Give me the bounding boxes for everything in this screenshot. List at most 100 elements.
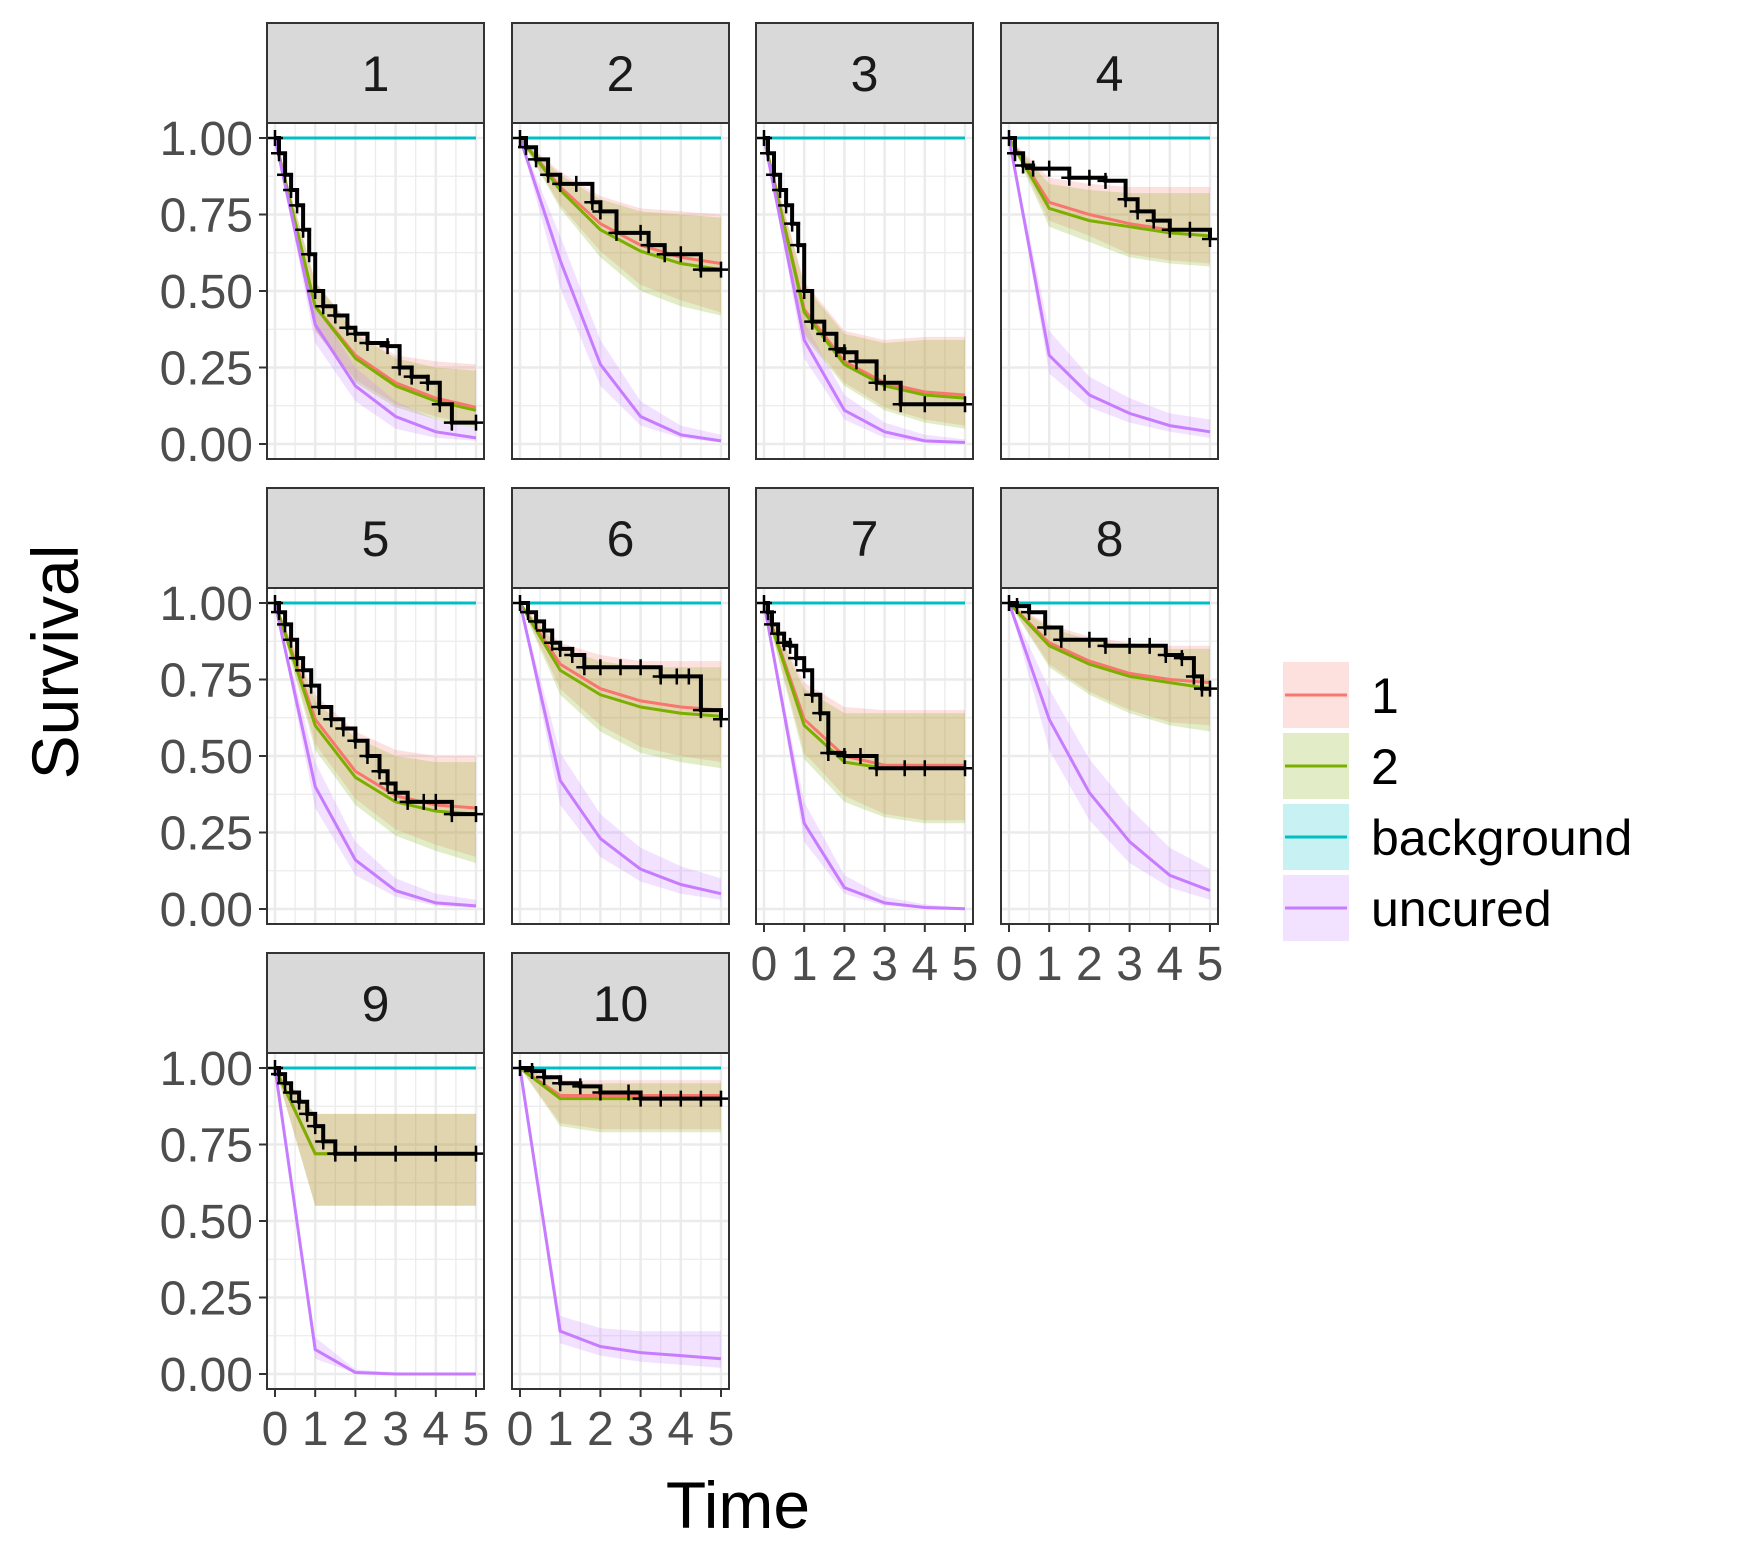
censor-mark — [271, 145, 288, 162]
censor-mark — [339, 319, 356, 336]
censor-mark — [784, 215, 801, 232]
line-uncured — [518, 1067, 722, 1361]
facet-panel-1: 1 0.00 0.25 0.50 0.75 1.00 — [160, 22, 485, 472]
censor-mark — [1121, 637, 1138, 654]
censor-mark — [1001, 130, 1017, 146]
censor-mark — [788, 650, 805, 667]
censor-mark — [828, 341, 845, 358]
panel-border — [511, 587, 730, 925]
x-tick-label: 2 — [587, 1403, 614, 1456]
x-tick-label: 1 — [547, 1403, 574, 1456]
censor-mark — [770, 625, 787, 642]
censor-mark — [672, 1090, 689, 1107]
censor-mark — [536, 622, 553, 639]
line-group-1 — [273, 602, 477, 810]
facet-strip — [511, 22, 730, 124]
censor-mark — [552, 1075, 569, 1092]
censor-mark — [1061, 169, 1078, 186]
line-uncured — [1007, 602, 1211, 893]
y-tick-label: 0.25 — [160, 808, 253, 861]
censor-mark — [1025, 160, 1042, 177]
censor-mark — [443, 806, 460, 823]
legend-label: 1 — [1371, 668, 1399, 724]
censor-mark — [640, 237, 657, 254]
censor-mark — [1097, 637, 1114, 654]
x-tick-label: 3 — [1116, 938, 1143, 991]
facet-strip — [511, 487, 730, 589]
censor-mark — [772, 182, 789, 199]
facet-strip-label: 5 — [362, 511, 390, 567]
line-group-2 — [518, 137, 722, 272]
censor-mark — [1037, 619, 1054, 636]
censor-mark — [528, 151, 545, 168]
censor-mark — [592, 203, 609, 220]
x-tick-label: 4 — [1156, 938, 1183, 991]
censor-mark — [544, 634, 561, 651]
censor-mark — [1181, 221, 1198, 238]
facet-strip — [1000, 22, 1219, 124]
facet-strip — [755, 22, 974, 124]
facet-panels: 10.000.250.500.751.002 3 450.000.250.500.7… — [160, 22, 1224, 1456]
ribbon-uncured — [520, 138, 721, 443]
censor-mark — [572, 1078, 589, 1095]
censor-mark — [443, 414, 460, 431]
facet-strip-label: 8 — [1096, 511, 1124, 567]
censor-mark — [916, 396, 933, 413]
km-censor-marks — [512, 130, 729, 278]
ribbon-group-2 — [1009, 138, 1210, 267]
censor-mark — [876, 374, 893, 391]
censor-mark — [756, 130, 772, 146]
line-group-2 — [1007, 601, 1211, 691]
x-tick-label: 5 — [1197, 938, 1224, 991]
line-uncured — [762, 137, 966, 444]
censor-mark — [277, 1075, 294, 1092]
x-tick-label: 4 — [667, 1403, 694, 1456]
y-tick-label: 0.50 — [160, 731, 253, 784]
facet-panel-9: 9 0.00 0.25 0.50 0.75 1.00 0 1 2 3 4 5 — [160, 952, 489, 1456]
line-uncured — [1007, 137, 1211, 434]
x-tick-label: 0 — [262, 1403, 289, 1456]
ribbon-uncured — [520, 1068, 721, 1368]
censor-mark — [848, 353, 865, 370]
censor-mark — [812, 705, 829, 722]
censor-mark — [796, 662, 813, 679]
facet-panel-4: 4 — [1000, 22, 1219, 460]
censor-mark — [790, 237, 807, 254]
facet-strip — [266, 487, 485, 589]
censor-mark — [387, 784, 404, 801]
censor-mark — [303, 677, 320, 694]
km-censor-marks — [1001, 130, 1218, 247]
censor-mark — [347, 325, 364, 342]
ribbon-group-1 — [764, 138, 965, 426]
censor-mark — [592, 1084, 609, 1101]
y-tick-label: 0.75 — [160, 1120, 253, 1173]
x-tick-label: 0 — [996, 938, 1023, 991]
censor-mark — [431, 396, 448, 413]
legend-item-2: 2 — [1283, 733, 1399, 799]
censor-mark — [347, 1145, 364, 1162]
censor-mark — [957, 760, 973, 777]
censor-mark — [552, 175, 569, 192]
x-tick-label: 2 — [1076, 938, 1103, 991]
censor-mark — [796, 283, 813, 299]
line-uncured — [518, 137, 722, 443]
y-tick-label: 0.50 — [160, 266, 253, 319]
censor-mark — [359, 335, 376, 352]
ribbon-group-1 — [520, 603, 721, 763]
ribbon-uncured — [1009, 138, 1210, 438]
censor-mark — [782, 637, 799, 654]
y-axis: 0.00 0.25 0.50 0.75 1.00 — [160, 578, 267, 937]
censor-mark — [632, 659, 649, 676]
panel-border — [1000, 587, 1219, 925]
line-group-1 — [518, 602, 722, 712]
censor-mark — [299, 1105, 316, 1122]
censor-mark — [896, 760, 913, 777]
ribbon-uncured — [1009, 603, 1210, 900]
y-tick-label: 0.00 — [160, 1349, 253, 1402]
censor-mark — [399, 793, 416, 810]
x-tick-label: 5 — [952, 938, 979, 991]
line-group-1 — [519, 1066, 721, 1097]
facet-panel-2: 2 — [511, 22, 730, 460]
